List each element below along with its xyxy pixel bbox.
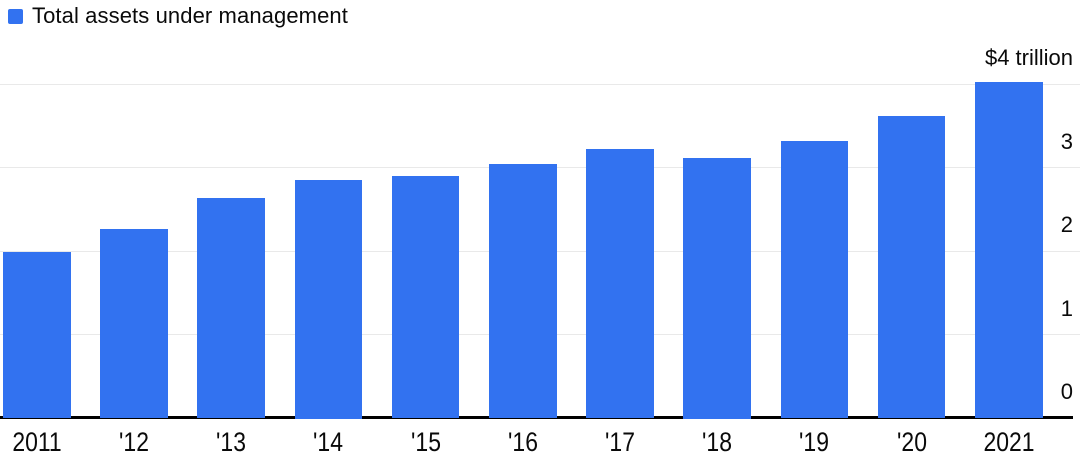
x-tick-label-13: '13 xyxy=(216,427,247,457)
gridline-4 xyxy=(0,83,1080,85)
x-tick-label-19: '19 xyxy=(799,427,830,457)
x-tick-label-18: '18 xyxy=(702,427,733,457)
x-tick-label-14: '14 xyxy=(313,427,344,457)
x-tick-label-12: '12 xyxy=(118,427,149,457)
x-tick-label-2021: 2021 xyxy=(983,427,1035,457)
bar-2021 xyxy=(975,82,1043,419)
y-tick-label-4: $4 trillion xyxy=(984,45,1073,71)
bar-18 xyxy=(683,157,751,419)
bar-15 xyxy=(391,175,460,419)
bar-12 xyxy=(100,229,168,419)
x-tick-label-17: '17 xyxy=(605,427,635,457)
x-tick-label-15: '15 xyxy=(410,427,441,457)
x-tick-label-2011: 2011 xyxy=(12,427,62,457)
bar-13 xyxy=(197,198,265,419)
y-tick-label-3: 3 xyxy=(1060,128,1073,154)
bar-17 xyxy=(586,149,654,419)
y-tick-label-1: 1 xyxy=(1060,295,1073,321)
bar-20 xyxy=(877,115,946,419)
bar-16 xyxy=(489,164,557,419)
x-tick-label-16: '16 xyxy=(507,427,538,457)
legend-label: Total assets under management xyxy=(32,3,348,28)
x-tick-label-20: '20 xyxy=(896,427,927,457)
y-tick-label-2: 2 xyxy=(1060,212,1073,238)
legend: Total assets under management xyxy=(8,4,348,28)
bar-14 xyxy=(294,180,363,419)
bar-19 xyxy=(780,140,849,419)
y-tick-label-0: 0 xyxy=(1060,379,1073,404)
bar-2011 xyxy=(3,251,71,419)
legend-swatch-icon xyxy=(8,8,23,24)
